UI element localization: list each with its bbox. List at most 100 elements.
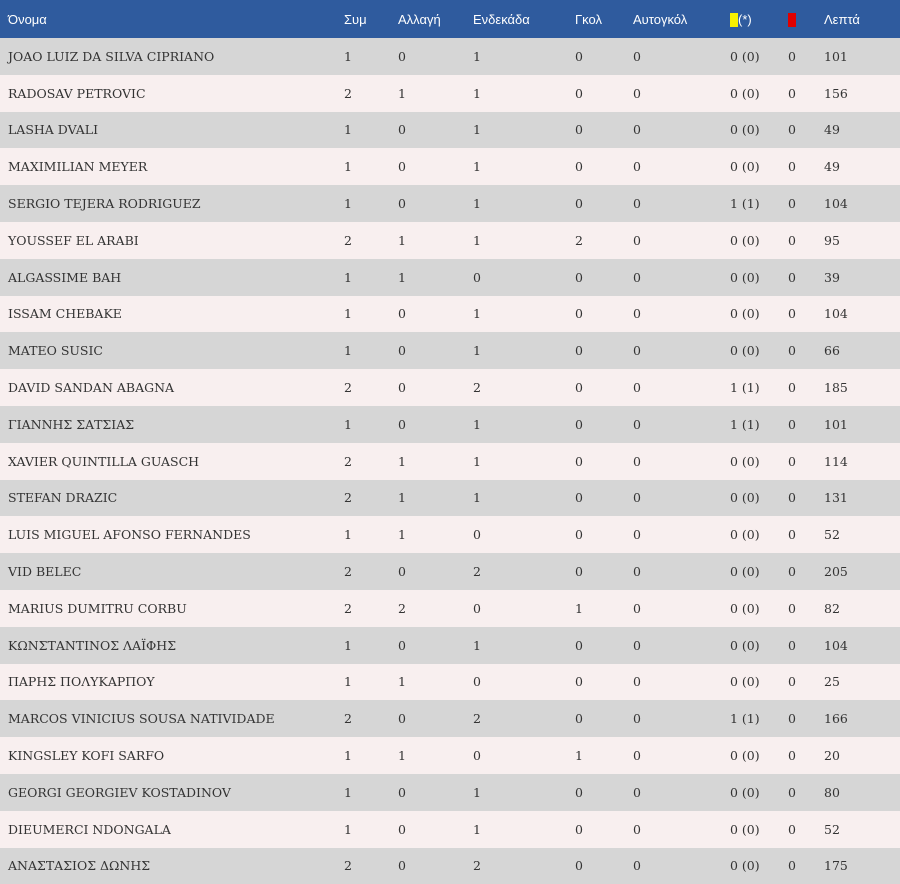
minutes-cell: 49 [824,159,840,175]
player-name-cell[interactable]: MATEO SUSIC [8,343,103,359]
player-name-cell[interactable]: ΓΙΑΝΝΗΣ ΣΑΤΣΙΑΣ [8,416,135,432]
player-name-cell[interactable]: RADOSAV PETROVIC [8,85,146,101]
player-name-cell[interactable]: STEFAN DRAZIC [8,490,118,506]
own-goals-cell: 0 [633,858,641,874]
yellow-cards-cell: 1 (1) [730,380,760,396]
own-goals-cell: 0 [633,564,641,580]
starts-cell: 1 [473,416,481,432]
player-name-cell[interactable]: MARCOS VINICIUS SOUSA NATIVIDADE [8,711,275,727]
table-row: VID BELEC 2 0 2 0 0 0 (0) 0 205 [0,553,900,590]
yellow-cards-cell: 1 (1) [730,416,760,432]
substitute-cell: 0 [398,821,406,837]
minutes-cell: 185 [824,380,848,396]
player-name-cell[interactable]: GEORGI GEORGIEV KOSTADINOV [8,784,231,800]
starts-cell: 2 [473,858,481,874]
goals-cell: 0 [575,821,583,837]
minutes-cell: 156 [824,85,848,101]
starts-cell: 0 [473,527,481,543]
goals-cell: 0 [575,416,583,432]
appearances-cell: 1 [344,159,352,175]
header-starts[interactable]: Ενδεκάδα [473,11,530,27]
substitute-cell: 1 [398,269,406,285]
appearances-cell: 1 [344,269,352,285]
own-goals-cell: 0 [633,527,641,543]
red-cards-cell: 0 [788,858,796,874]
goals-cell: 0 [575,269,583,285]
table-row: MAXIMILIAN MEYER 1 0 1 0 0 0 (0) 0 49 [0,148,900,186]
appearances-cell: 2 [344,711,352,727]
player-name-cell[interactable]: YOUSSEF EL ARABI [8,232,139,248]
substitute-cell: 1 [398,748,406,764]
substitute-cell: 0 [398,196,406,212]
substitute-cell: 0 [398,306,406,322]
starts-cell: 0 [473,600,481,616]
goals-cell: 0 [575,122,583,138]
red-cards-cell: 0 [788,48,796,64]
header-goals[interactable]: Γκολ [575,11,602,27]
header-yellow-cards[interactable]: (*) [722,0,780,38]
goals-cell: 0 [575,674,583,690]
player-name-cell[interactable]: KINGSLEY KOFI SARFO [8,748,165,764]
header-own-goals[interactable]: Αυτογκόλ [633,11,688,27]
player-name-cell[interactable]: MARIUS DUMITRU CORBU [8,600,187,616]
header-name[interactable]: Όνομα [8,11,47,27]
starts-cell: 1 [473,122,481,138]
appearances-cell: 1 [344,306,352,322]
minutes-cell: 52 [824,821,840,837]
header-appearances[interactable]: Συμ [344,11,367,27]
yellow-cards-cell: 0 (0) [730,637,760,653]
header-red-cards[interactable] [780,0,816,38]
red-cards-cell: 0 [788,784,796,800]
goals-cell: 1 [575,600,583,616]
table-row: LUIS MIGUEL AFONSO FERNANDES 1 1 0 0 0 0 (0) 0 5… [0,516,900,554]
player-name-cell[interactable]: SERGIO TEJERA RODRIGUEZ [8,196,201,212]
red-cards-cell: 0 [788,600,796,616]
goals-cell: 0 [575,858,583,874]
goals-cell: 0 [575,453,583,469]
yellow-cards-cell: 0 (0) [730,306,760,322]
yellow-cards-cell: 0 (0) [730,85,760,101]
own-goals-cell: 0 [633,490,641,506]
starts-cell: 2 [473,380,481,396]
table-header-row: Όνομα Συμ Αλλαγή Ενδεκάδα Γκολ Αυτογκόλ … [0,0,900,38]
substitute-cell: 1 [398,674,406,690]
player-name-cell[interactable]: DIEUMERCI NDONGALA [8,821,171,837]
appearances-cell: 2 [344,232,352,248]
player-name-cell[interactable]: JOAO LUIZ DA SILVA CIPRIANO [8,48,215,64]
player-name-cell[interactable]: MAXIMILIAN MEYER [8,159,148,175]
player-name-cell[interactable]: ALGASSIME BAH [8,269,122,285]
yellow-cards-cell: 0 (0) [730,821,760,837]
substitute-cell: 0 [398,122,406,138]
substitute-cell: 0 [398,711,406,727]
table-row: KINGSLEY KOFI SARFO 1 1 0 1 0 0 (0) 0 20 [0,737,900,774]
player-name-cell[interactable]: LASHA DVALI [8,122,99,138]
red-cards-cell: 0 [788,269,796,285]
starts-cell: 1 [473,637,481,653]
own-goals-cell: 0 [633,380,641,396]
starts-cell: 2 [473,711,481,727]
appearances-cell: 2 [344,600,352,616]
header-minutes[interactable]: Λεπτά [824,11,860,27]
substitute-cell: 0 [398,564,406,580]
player-name-cell[interactable]: ISSAM CHEBAKE [8,306,122,322]
player-name-cell[interactable]: XAVIER QUINTILLA GUASCH [8,453,200,469]
red-cards-cell: 0 [788,122,796,138]
table-row: LASHA DVALI 1 0 1 0 0 0 (0) 0 49 [0,111,900,149]
substitute-cell: 1 [398,490,406,506]
yellow-cards-cell: 0 (0) [730,784,760,800]
minutes-cell: 101 [824,416,848,432]
header-substitute[interactable]: Αλλαγή [398,11,441,27]
substitute-cell: 0 [398,416,406,432]
goals-cell: 0 [575,637,583,653]
red-cards-cell: 0 [788,564,796,580]
player-name-cell[interactable]: ΠΑΡΗΣ ΠΟΛΥΚΑΡΠΟΥ [8,674,155,690]
table-row: ISSAM CHEBAKE 1 0 1 0 0 0 (0) 0 104 [0,295,900,333]
player-name-cell[interactable]: ΚΩΝΣΤΑΝΤΙΝΟΣ ΛΑΪΦΗΣ [8,637,177,653]
player-name-cell[interactable]: VID BELEC [8,564,82,580]
starts-cell: 1 [473,784,481,800]
table-row: SERGIO TEJERA RODRIGUEZ 1 0 1 0 0 1 (1) 0 104 [0,185,900,222]
player-name-cell[interactable]: LUIS MIGUEL AFONSO FERNANDES [8,527,251,543]
player-name-cell[interactable]: DAVID SANDAN ABAGNA [8,380,175,396]
player-name-cell[interactable]: ΑΝΑΣΤΑΣΙΟΣ ΔΩΝΗΣ [8,858,151,874]
